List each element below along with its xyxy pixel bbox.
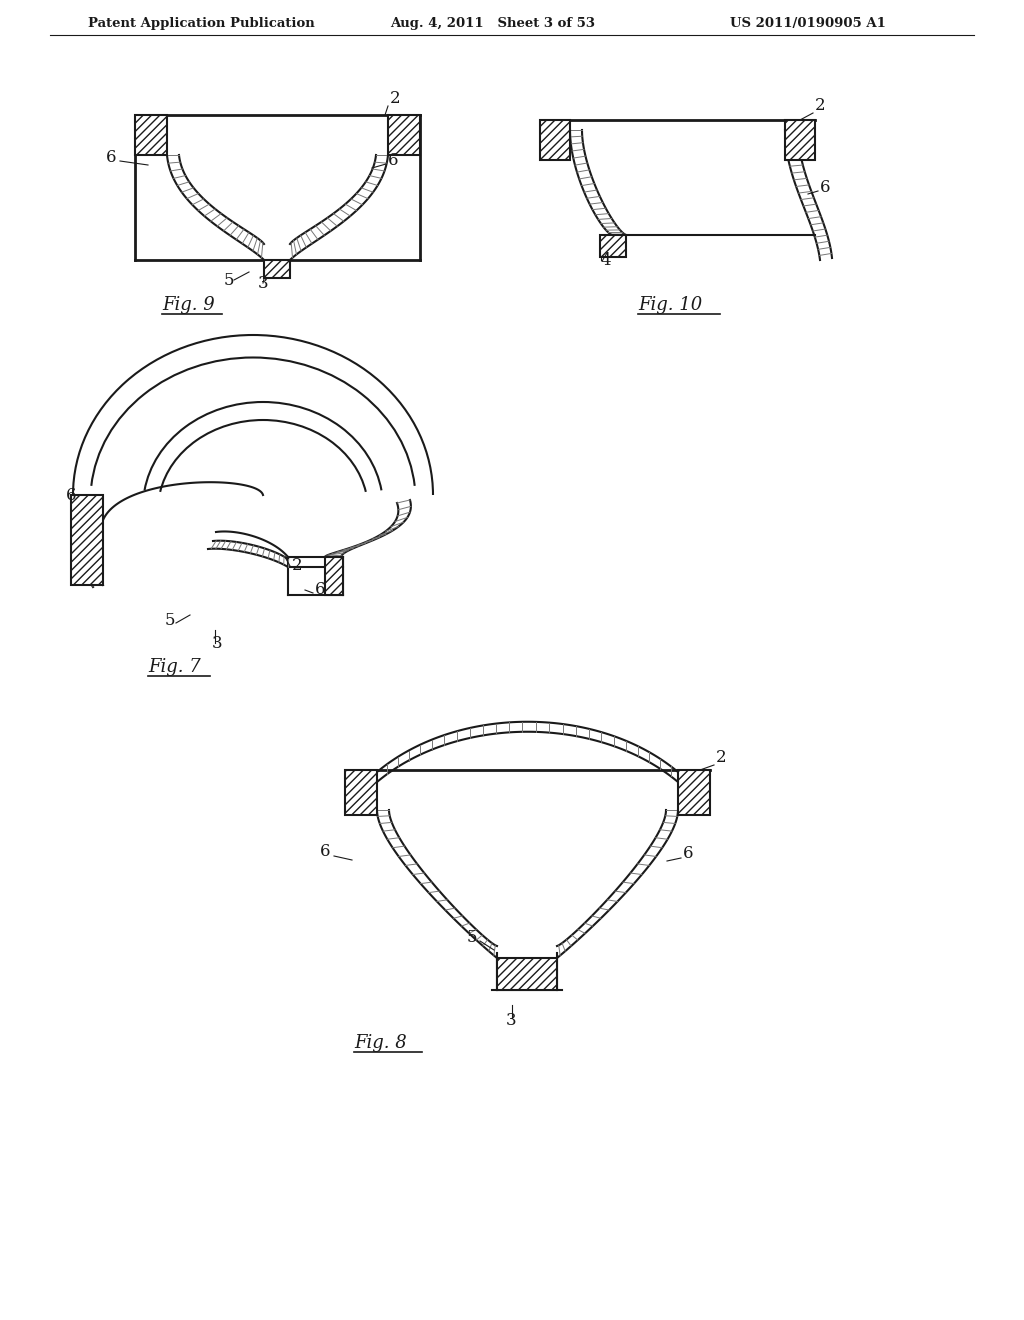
Text: 5: 5: [165, 612, 175, 630]
Text: Aug. 4, 2011   Sheet 3 of 53: Aug. 4, 2011 Sheet 3 of 53: [390, 16, 595, 29]
Bar: [540, 120, 570, 160]
Text: 2: 2: [716, 748, 727, 766]
Text: 6: 6: [106, 149, 117, 166]
Text: Fig. 7: Fig. 7: [148, 657, 201, 676]
Bar: [388, 115, 420, 154]
Bar: [785, 120, 815, 160]
Bar: [264, 260, 290, 279]
Text: 2: 2: [292, 557, 303, 574]
Text: US 2011/0190905 A1: US 2011/0190905 A1: [730, 16, 886, 29]
Text: 2: 2: [390, 90, 400, 107]
Text: 2: 2: [815, 96, 825, 114]
Text: 6: 6: [319, 843, 331, 861]
Text: 3: 3: [506, 1012, 517, 1030]
Bar: [600, 235, 626, 257]
Text: Fig. 10: Fig. 10: [638, 296, 702, 314]
Text: 6: 6: [388, 152, 398, 169]
Bar: [497, 958, 557, 990]
Text: Fig. 8: Fig. 8: [354, 1034, 407, 1052]
Text: 5: 5: [467, 929, 477, 946]
Text: 6: 6: [66, 487, 77, 504]
Text: 5: 5: [224, 272, 234, 289]
Bar: [71, 495, 103, 585]
Text: 4: 4: [600, 252, 610, 269]
Bar: [345, 770, 377, 814]
Bar: [325, 557, 343, 595]
Bar: [135, 115, 167, 154]
Text: Patent Application Publication: Patent Application Publication: [88, 16, 314, 29]
Text: 6: 6: [683, 845, 693, 862]
Text: Fig. 9: Fig. 9: [162, 296, 215, 314]
Text: 3: 3: [258, 275, 268, 292]
Bar: [678, 770, 710, 814]
Text: 3: 3: [212, 635, 222, 652]
Text: 6: 6: [820, 180, 830, 195]
Text: 6: 6: [315, 581, 326, 598]
